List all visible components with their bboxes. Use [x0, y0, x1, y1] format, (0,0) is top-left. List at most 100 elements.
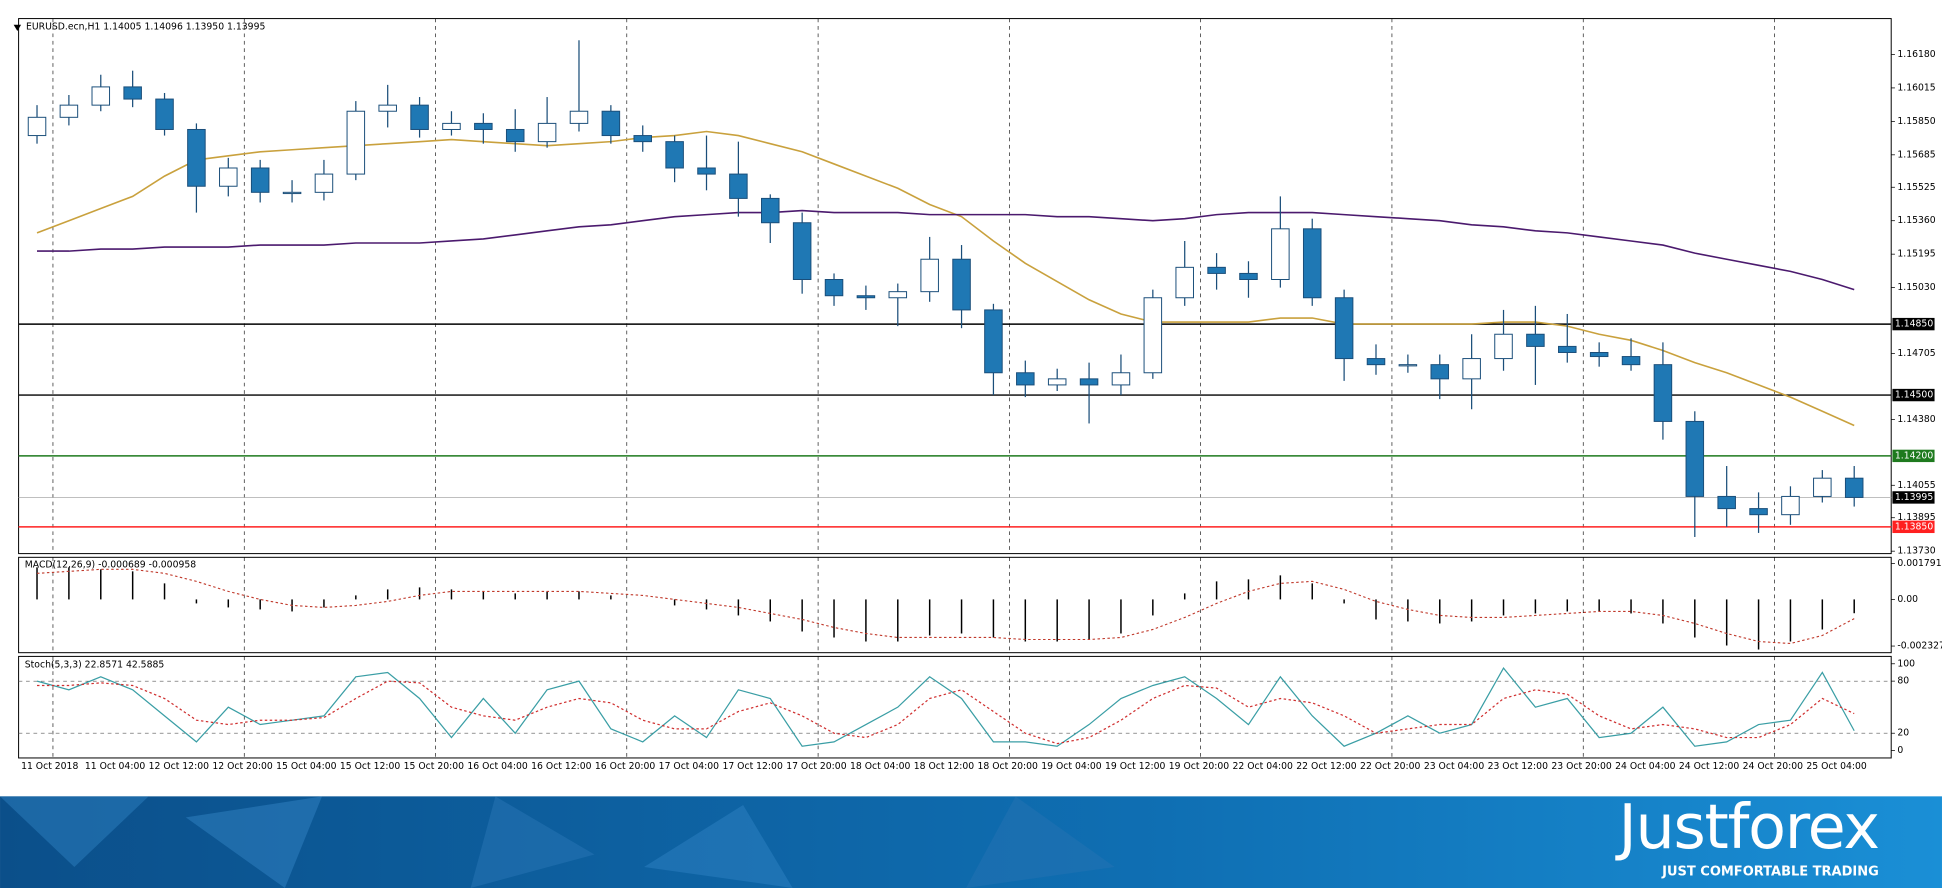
x-tick-label: 17 Oct 12:00	[722, 761, 783, 772]
x-tick-label: 15 Oct 04:00	[276, 761, 337, 772]
y-tick-label: 80	[1897, 676, 1909, 687]
x-tick-label: 12 Oct 20:00	[212, 761, 273, 772]
candle-body	[1366, 358, 1386, 366]
candle-body	[1717, 495, 1736, 510]
level-label: 1.13850	[1895, 521, 1933, 532]
candle-body	[314, 173, 334, 193]
candle-body	[1558, 345, 1577, 353]
candle-body	[442, 122, 461, 130]
level-label: 1.14500	[1895, 390, 1933, 401]
y-tick-label: 1.16015	[1897, 82, 1935, 93]
x-tick-label: 19 Oct 04:00	[1041, 761, 1102, 772]
y-tick-label: 20	[1897, 728, 1909, 739]
candle-body	[856, 295, 876, 299]
candle-body	[1175, 266, 1194, 299]
candle-body	[91, 86, 111, 106]
menu-arrow	[13, 24, 22, 31]
level-label-box	[1892, 449, 1935, 463]
candle-body	[1047, 378, 1067, 386]
candle-body	[1621, 356, 1641, 366]
y-tick-label: 1.14055	[1897, 480, 1935, 491]
candle-body	[1079, 378, 1099, 386]
x-tick-label: 16 Oct 12:00	[531, 761, 592, 772]
candle-body	[792, 222, 812, 280]
candle-body	[920, 258, 939, 293]
level-label-box	[1892, 388, 1935, 402]
candle-body	[1207, 266, 1226, 274]
candle-body	[984, 309, 1003, 374]
x-tick-label: 16 Oct 20:00	[595, 761, 656, 772]
x-tick-label: 19 Oct 20:00	[1169, 761, 1230, 772]
candle-body	[1143, 297, 1163, 374]
candle-body	[410, 104, 429, 130]
x-tick-label: 22 Oct 20:00	[1360, 761, 1421, 772]
candle-body	[824, 279, 844, 297]
brand-tagline: JUST COMFORTABLE TRADING	[1661, 864, 1879, 879]
candle-body	[729, 173, 748, 199]
x-tick-label: 23 Oct 20:00	[1551, 761, 1612, 772]
main-panel	[18, 18, 1892, 555]
candle-body	[1239, 272, 1258, 280]
y-tick-label: 100	[1897, 658, 1915, 669]
candle-body	[505, 128, 525, 143]
candle-body	[1844, 477, 1864, 498]
x-tick-label: 11 Oct 2018	[21, 761, 78, 772]
candle-body	[1653, 364, 1673, 422]
candle-body	[888, 291, 908, 299]
candle-body	[155, 98, 174, 130]
candle-body	[187, 128, 206, 187]
y-tick-label: 1.15685	[1897, 149, 1935, 160]
candle-body	[378, 104, 397, 112]
level-label-box	[1892, 317, 1935, 331]
candle-body	[250, 167, 270, 193]
y-tick-label: 1.13895	[1897, 512, 1935, 523]
candle-body	[633, 135, 653, 143]
candle-body	[697, 167, 716, 175]
candle-body	[1526, 333, 1545, 347]
x-tick-label: 24 Oct 12:00	[1679, 761, 1740, 772]
x-tick-label: 18 Oct 12:00	[914, 761, 975, 772]
candle-body	[1334, 297, 1354, 360]
y-tick-label: 1.15030	[1897, 282, 1935, 293]
moving-average	[37, 209, 1855, 291]
y-tick-label: 0.00	[1897, 594, 1918, 605]
candle-body	[761, 197, 780, 224]
stoch-title: Stoch(5,3,3) 22.8571 42.5885	[25, 660, 165, 671]
x-tick-label: 25 Oct 04:00	[1806, 761, 1867, 772]
x-tick-label: 12 Oct 12:00	[149, 761, 210, 772]
decor	[644, 805, 793, 888]
level-label-box	[1892, 520, 1935, 534]
candle-body	[569, 110, 589, 124]
x-tick-label: 16 Oct 04:00	[467, 761, 528, 772]
candle-body	[346, 110, 366, 175]
candle-body	[665, 141, 684, 169]
moving-average	[36, 130, 1855, 427]
decor	[470, 796, 595, 888]
x-tick-label: 17 Oct 20:00	[786, 761, 847, 772]
footer-banner	[0, 796, 1942, 888]
candle-body	[123, 86, 142, 100]
chart-title: EURUSD.ecn,H1 1.14005 1.14096 1.13950 1.…	[26, 22, 265, 33]
candle-body	[1749, 508, 1768, 516]
decor	[185, 796, 323, 888]
macd-signal	[36, 568, 1855, 645]
x-tick-label: 18 Oct 04:00	[850, 761, 911, 772]
x-tick-label: 15 Oct 12:00	[340, 761, 401, 772]
background	[0, 0, 1942, 796]
candle-body	[474, 122, 493, 130]
y-tick-label: 1.15195	[1897, 249, 1935, 260]
last-price-label: 1.13995	[1895, 492, 1933, 503]
candle-body	[1111, 372, 1131, 386]
brand-name: Justforex	[1615, 791, 1879, 863]
x-tick-label: 11 Oct 04:00	[85, 761, 146, 772]
macd-panel	[18, 556, 1892, 654]
x-tick-label: 24 Oct 20:00	[1743, 761, 1804, 772]
x-tick-label: 22 Oct 04:00	[1233, 761, 1294, 772]
y-tick-label: -0.002327	[1897, 641, 1942, 652]
candle-body	[1589, 351, 1609, 358]
stoch-panel	[18, 655, 1892, 759]
y-tick-label: 0	[1897, 745, 1903, 756]
x-tick-label: 15 Oct 20:00	[404, 761, 465, 772]
